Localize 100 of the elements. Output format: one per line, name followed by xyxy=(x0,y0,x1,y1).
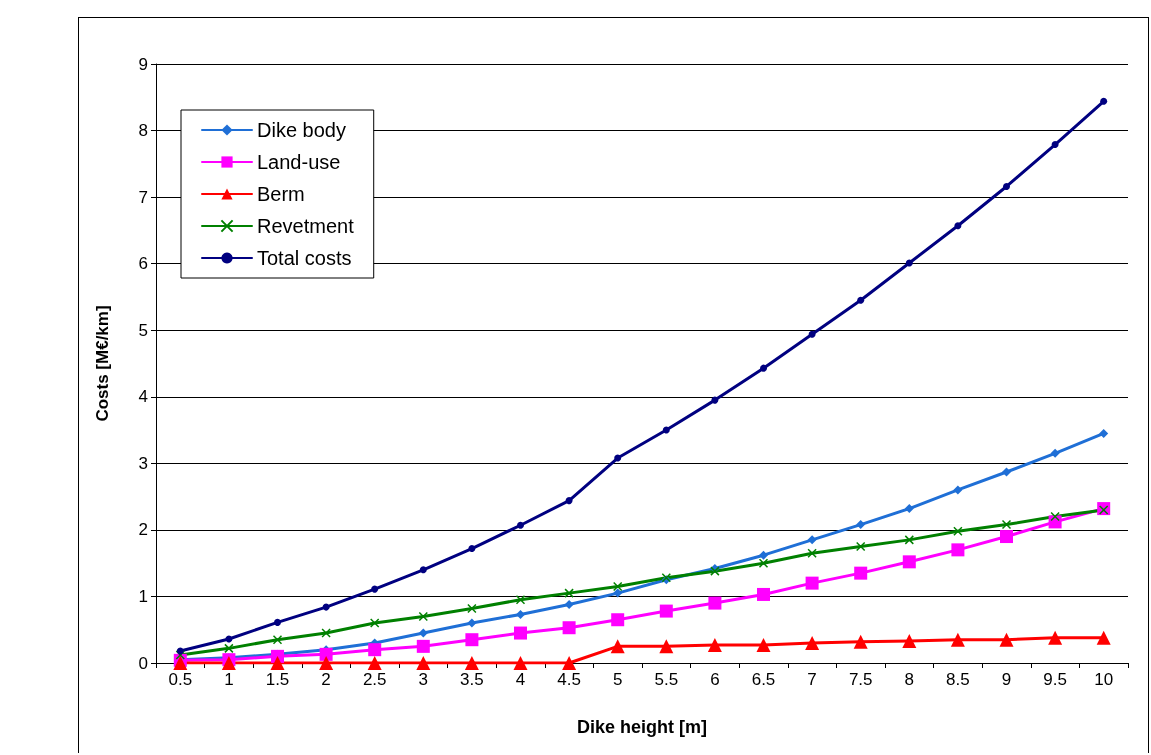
point xyxy=(659,639,674,654)
point xyxy=(759,550,768,560)
point xyxy=(805,636,820,651)
point xyxy=(613,588,623,598)
point xyxy=(513,656,528,670)
legend-label: Dike body xyxy=(257,119,346,141)
x-tick-label: 1 xyxy=(224,670,234,689)
point xyxy=(950,632,965,647)
point xyxy=(662,426,670,434)
y-tick-label: 4 xyxy=(138,387,148,407)
point xyxy=(369,618,380,628)
legend-label: Total costs xyxy=(257,247,352,269)
point xyxy=(319,656,334,670)
x-tick-label: 8 xyxy=(904,670,915,689)
x-tick-label: 9 xyxy=(1001,670,1012,689)
point xyxy=(1050,448,1060,458)
point xyxy=(368,643,382,657)
point xyxy=(516,609,525,619)
point xyxy=(319,647,333,661)
point xyxy=(953,526,963,536)
point xyxy=(467,618,477,628)
legend-label: Revetment xyxy=(257,215,355,237)
y-axis-title: Costs [M€/km] xyxy=(93,305,112,422)
x-tick-label: 10 xyxy=(1094,670,1114,689)
x-tick-label: 3.5 xyxy=(460,670,484,689)
point xyxy=(321,628,331,638)
point xyxy=(272,634,283,645)
x-tick-label: 5.5 xyxy=(654,670,679,689)
point xyxy=(610,639,625,654)
x-tick-label: 2 xyxy=(321,670,331,689)
point xyxy=(854,566,868,580)
point xyxy=(467,603,477,614)
point xyxy=(902,555,916,569)
y-tick-label: 0 xyxy=(138,653,148,673)
point xyxy=(515,595,526,605)
point xyxy=(711,396,719,404)
legend-label: Land-use xyxy=(257,151,341,173)
point xyxy=(464,656,479,670)
point xyxy=(562,621,576,635)
point xyxy=(857,296,865,304)
point xyxy=(1051,141,1059,149)
point xyxy=(1100,97,1108,105)
point xyxy=(757,587,770,601)
point xyxy=(270,656,285,670)
point xyxy=(612,581,623,592)
x-tick-label: 4.5 xyxy=(557,670,581,689)
point xyxy=(514,626,527,640)
point xyxy=(175,650,186,660)
point xyxy=(367,656,382,670)
point xyxy=(562,656,577,670)
point xyxy=(419,566,427,574)
point xyxy=(760,364,767,372)
point xyxy=(1048,630,1063,645)
point xyxy=(951,543,965,557)
point xyxy=(756,638,771,653)
x-tick-label: 0.5 xyxy=(168,670,193,689)
x-tick-label: 4 xyxy=(515,670,526,689)
point xyxy=(465,633,479,647)
point xyxy=(416,639,430,653)
point xyxy=(468,545,476,553)
x-tick-label: 7.5 xyxy=(848,670,873,689)
point xyxy=(855,541,866,552)
point xyxy=(805,576,819,590)
point xyxy=(707,638,722,653)
point xyxy=(564,599,574,609)
x-tick-label: 6 xyxy=(710,670,720,689)
y-tick-label: 7 xyxy=(138,187,148,207)
x-tick-label: 1.5 xyxy=(265,670,290,689)
point xyxy=(807,548,817,558)
point xyxy=(418,628,428,638)
point xyxy=(856,520,866,530)
point xyxy=(224,643,234,654)
point xyxy=(416,656,431,670)
x-tick-label: 3 xyxy=(418,670,429,689)
point xyxy=(902,634,917,649)
point xyxy=(614,454,622,462)
point xyxy=(904,504,914,514)
x-tick-label: 5 xyxy=(612,670,623,689)
x-tick-label: 2.5 xyxy=(362,670,387,689)
point xyxy=(1002,467,1011,477)
point xyxy=(274,618,281,626)
point xyxy=(418,611,429,622)
y-tick-label: 3 xyxy=(138,453,148,473)
point xyxy=(904,535,915,545)
point xyxy=(905,259,913,267)
y-tick-label: 9 xyxy=(138,54,148,74)
point xyxy=(808,330,816,338)
point xyxy=(517,521,524,529)
y-tick-label: 1 xyxy=(138,586,148,606)
point xyxy=(659,604,673,618)
point xyxy=(758,558,769,568)
point xyxy=(1050,511,1060,522)
y-tick-label: 5 xyxy=(138,320,148,340)
point xyxy=(565,497,573,505)
point xyxy=(371,585,379,593)
point xyxy=(1001,519,1012,530)
point xyxy=(1000,530,1013,544)
point xyxy=(564,588,574,598)
point xyxy=(611,613,625,627)
x-tick-label: 6.5 xyxy=(751,670,776,689)
